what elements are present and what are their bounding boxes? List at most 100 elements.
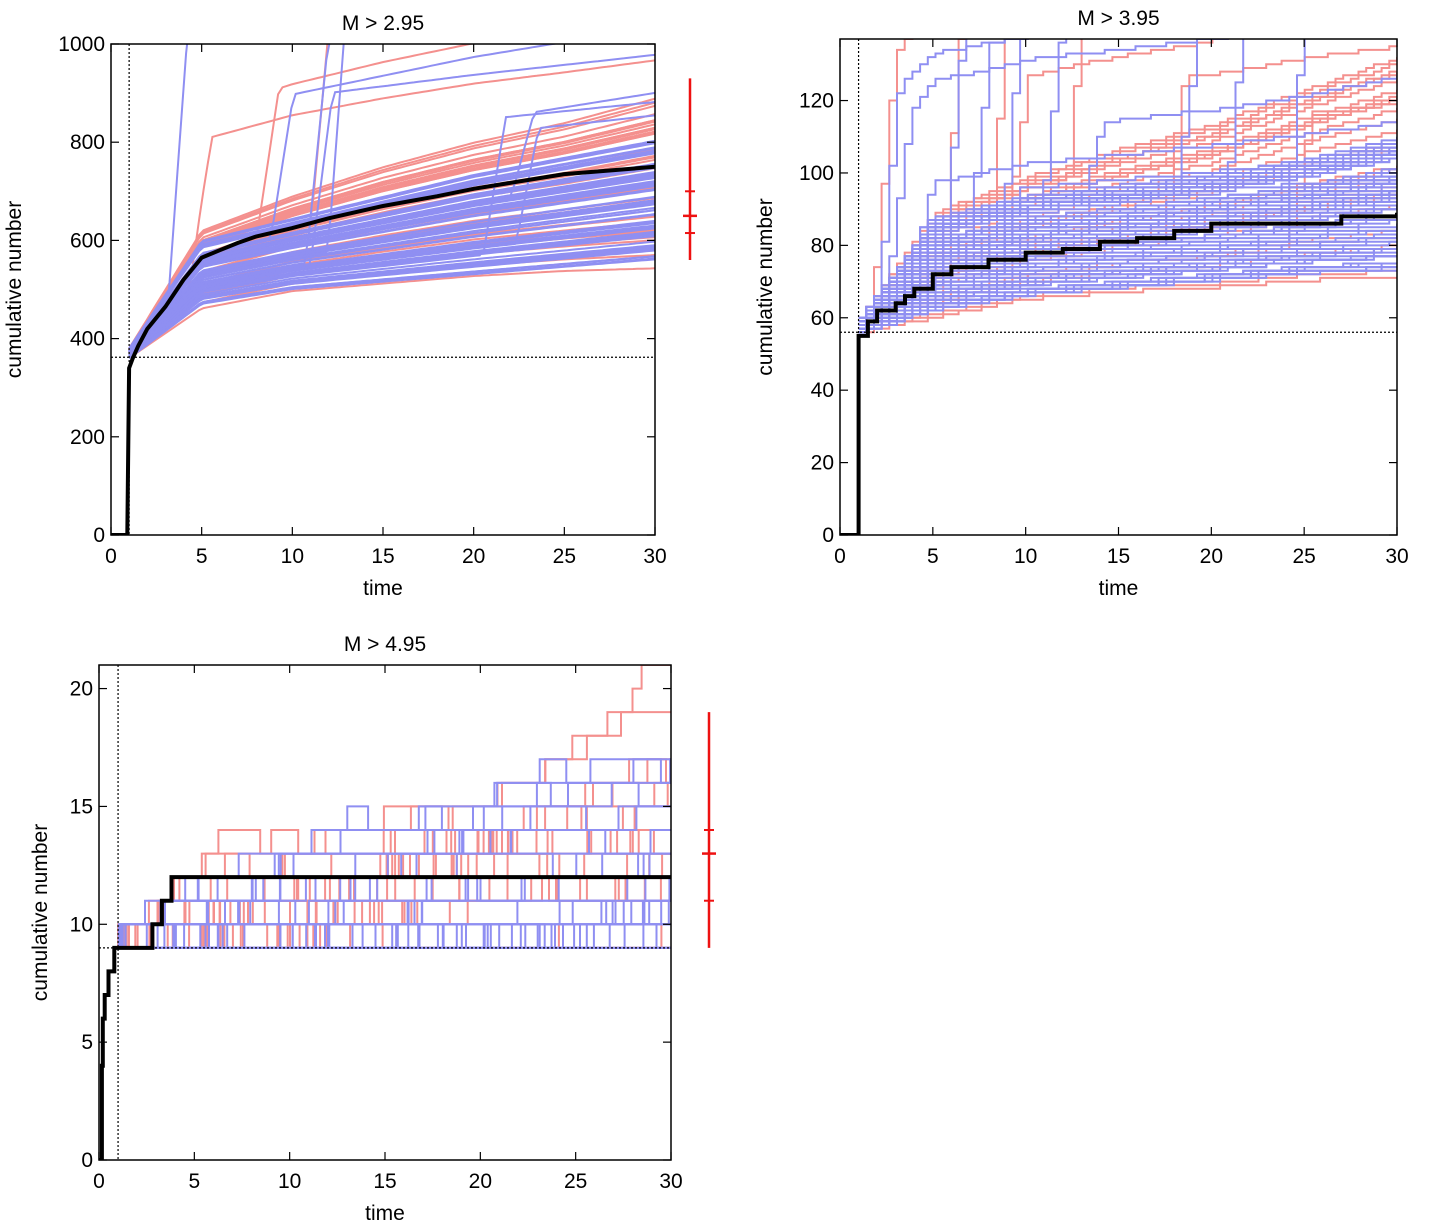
y-tick-label: 20: [811, 452, 834, 475]
x-tick-label: 5: [927, 545, 939, 568]
x-axis-title: time: [1099, 577, 1139, 600]
simulation-line: [858, 153, 1397, 330]
simulation-line: [858, 140, 1397, 326]
chart-title: M > 3.95: [1077, 7, 1159, 30]
simulation-line: [858, 190, 1397, 326]
simulation-line: [858, 154, 1397, 323]
x-tick-label: 25: [1292, 545, 1315, 568]
chart-panel-2: 0 5 10 15 20 25 30 0 20 40 60 80 100 120 M > 3.95 time c…: [754, 7, 1409, 600]
simulation-line: [858, 193, 1397, 326]
simulation-line: [128, 255, 655, 359]
data-area: [99, 665, 671, 1160]
simulation-line: [858, 190, 1397, 326]
simulation-line: [128, 213, 655, 356]
chart-title: M > 4.95: [344, 633, 426, 656]
y-tick-label: 40: [811, 379, 834, 402]
chart-panel-3: 0 5 10 15 20 25 30 0 5 10 15 20 M > 4.95 time cumulati…: [29, 633, 716, 1225]
x-tick-label: 10: [278, 1170, 301, 1193]
simulation-line: [858, 190, 1397, 326]
y-axis-title: cumulative number: [3, 201, 26, 378]
x-tick-label: 25: [564, 1170, 587, 1193]
x-tick-label: 5: [196, 545, 208, 568]
simulation-line: [858, 262, 1397, 334]
y-tick-label: 60: [811, 307, 834, 330]
data-area: [111, 44, 655, 535]
simulation-line: [128, 267, 655, 360]
simulation-line: [128, 248, 655, 359]
simulation-line: [858, 190, 1397, 326]
simulation-line: [128, 44, 331, 356]
y-tick-label: 600: [70, 229, 105, 252]
y-tick-label: 200: [70, 426, 105, 449]
x-tick-label: 0: [93, 1170, 105, 1193]
simulation-line: [858, 57, 1397, 319]
simulation-line: [128, 230, 655, 357]
observed-line: [99, 875, 671, 1160]
simulation-line: [128, 196, 655, 354]
x-tick-label: 0: [834, 545, 846, 568]
simulation-line: [858, 168, 1397, 323]
x-tick-label: 10: [281, 545, 304, 568]
observed-line: [111, 164, 655, 535]
x-axis-title: time: [363, 577, 403, 600]
simulation-line: [858, 269, 1397, 334]
simulation-line: [128, 209, 655, 355]
simulation-line: [128, 183, 655, 353]
simulation-line: [128, 233, 655, 357]
x-tick-label: 15: [1107, 545, 1130, 568]
y-tick-label: 800: [70, 131, 105, 154]
chart-panel-1: 0 5 10 15 20 25 30 0 200 400 600 800 1000 M > 2.95 tim…: [3, 12, 697, 600]
simulation-line: [128, 181, 655, 353]
simulation-line: [128, 113, 655, 350]
simulation-line: [128, 219, 655, 356]
simulation-line: [858, 190, 1397, 326]
simulation-line: [128, 97, 655, 350]
simulation-line: [858, 191, 1397, 326]
simulation-line: [128, 104, 655, 350]
x-tick-label: 10: [1014, 545, 1037, 568]
chart-title: M > 2.95: [342, 12, 424, 35]
simulation-line: [128, 149, 655, 350]
y-axis-title: cumulative number: [754, 198, 777, 375]
y-tick-label: 5: [81, 1031, 93, 1054]
simulation-line: [128, 139, 655, 350]
x-tick-label: 30: [659, 1170, 682, 1193]
x-tick-label: 15: [371, 545, 394, 568]
x-tick-label: 25: [553, 545, 576, 568]
y-tick-label: 1000: [58, 33, 105, 56]
simulation-line: [858, 212, 1397, 326]
simulation-line: [858, 39, 1029, 326]
y-tick-label: 0: [81, 1149, 93, 1172]
simulation-line: [858, 245, 1397, 330]
simulation-line: [128, 91, 655, 352]
simulation-line: [858, 276, 1397, 334]
y-tick-label: 80: [811, 234, 834, 257]
y-tick-label: 120: [799, 90, 834, 113]
simulation-line: [858, 208, 1397, 326]
x-tick-label: 30: [1385, 545, 1408, 568]
simulation-line: [128, 200, 655, 355]
y-tick-label: 20: [70, 678, 93, 701]
simulation-line: [858, 197, 1397, 326]
simulation-line: [858, 150, 1397, 319]
simulation-line: [128, 188, 655, 354]
x-tick-label: 5: [188, 1170, 200, 1193]
simulation-line: [118, 758, 671, 949]
x-tick-label: 20: [469, 1170, 492, 1193]
simulation-line: [128, 227, 655, 357]
simulation-line: [858, 190, 1397, 326]
y-tick-label: 15: [70, 795, 93, 818]
x-tick-label: 15: [373, 1170, 396, 1193]
simulation-line: [858, 39, 1229, 319]
y-tick-label: 100: [799, 162, 834, 185]
x-axis-title: time: [365, 1202, 405, 1225]
simulation-line: [858, 144, 1397, 319]
simulation-line: [128, 59, 655, 355]
simulation-line: [858, 255, 1397, 334]
x-tick-label: 20: [462, 545, 485, 568]
simulation-line: [128, 147, 655, 350]
simulation-line: [128, 257, 655, 359]
y-tick-label: 400: [70, 328, 105, 351]
y-tick-label: 0: [822, 524, 834, 547]
y-axis-title: cumulative number: [29, 824, 52, 1001]
